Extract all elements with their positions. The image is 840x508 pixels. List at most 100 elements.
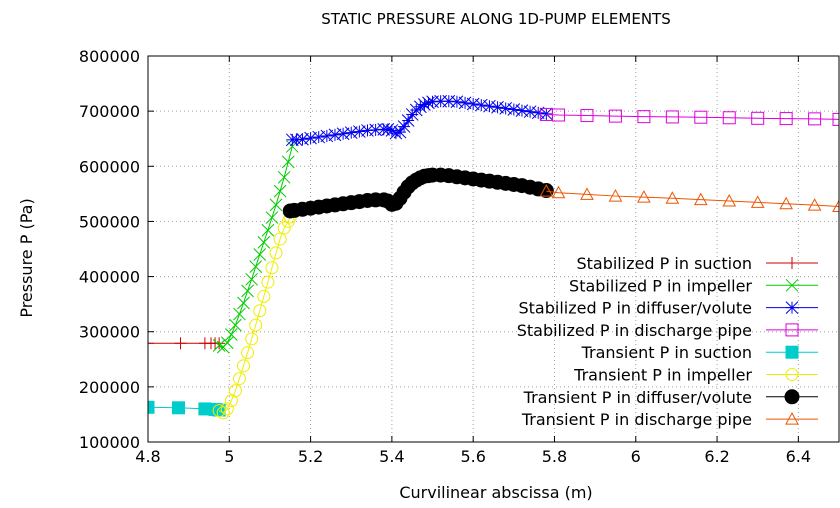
series-layer xyxy=(148,94,839,420)
data-point xyxy=(212,339,226,352)
legend-item: Transient P in diffuser/volute xyxy=(523,388,818,407)
data-point xyxy=(474,98,488,112)
data-point xyxy=(224,328,238,341)
series-2 xyxy=(212,140,299,354)
x-tick-label: 5 xyxy=(224,447,234,466)
data-point xyxy=(491,100,504,114)
data-point xyxy=(779,112,793,126)
legend-item: Transient P in impeller xyxy=(573,366,818,385)
data-point xyxy=(232,372,246,386)
data-point xyxy=(237,296,250,310)
data-point xyxy=(336,127,350,141)
data-point xyxy=(779,196,794,210)
data-point xyxy=(344,126,358,140)
data-point xyxy=(241,284,254,298)
legend-label: Transient P in discharge pipe xyxy=(521,410,752,429)
legend-label: Transient P in suction xyxy=(581,343,752,362)
data-point xyxy=(552,108,566,122)
data-point xyxy=(171,401,185,415)
legend: Stabilized P in suction Stabilized P in i… xyxy=(517,254,818,429)
data-point xyxy=(265,211,279,224)
x-tick-label: 5.6 xyxy=(460,447,485,466)
data-point xyxy=(269,198,283,212)
series-3 xyxy=(285,94,553,147)
data-point xyxy=(539,184,554,197)
data-point xyxy=(253,304,267,318)
data-point xyxy=(148,337,154,350)
data-point xyxy=(257,236,271,249)
y-tick-label: 500000 xyxy=(79,212,140,231)
data-point xyxy=(249,260,263,273)
legend-marker xyxy=(785,301,799,314)
data-point xyxy=(538,183,554,199)
legend-label: Stabilized P in discharge pipe xyxy=(517,321,752,340)
plot-frame xyxy=(147,55,840,443)
data-point xyxy=(832,199,839,213)
data-point xyxy=(241,346,255,360)
data-point xyxy=(220,336,234,350)
legend-label: Stabilized P in suction xyxy=(576,254,752,273)
legend-marker xyxy=(785,323,799,337)
series-line xyxy=(218,216,291,414)
legend-label: Transient P in diffuser/volute xyxy=(523,388,752,407)
data-point xyxy=(401,114,415,127)
y-axis-label: Pressure P (Pa) xyxy=(17,198,36,317)
x-tick-label: 6.4 xyxy=(786,447,811,466)
data-point xyxy=(515,104,529,117)
chart-title: STATIC PRESSURE ALONG 1D-PUMP ELEMENTS xyxy=(321,10,671,28)
data-point xyxy=(665,191,680,204)
legend-marker xyxy=(786,257,798,269)
data-point xyxy=(750,195,765,208)
legend-marker xyxy=(785,412,799,425)
data-point xyxy=(580,109,594,123)
x-tick-label: 5.2 xyxy=(298,447,323,466)
grid-layer xyxy=(148,56,839,442)
data-point xyxy=(523,105,537,119)
legend-label: Stabilized P in impeller xyxy=(569,276,752,295)
series-8 xyxy=(539,184,839,213)
legend-item: Transient P in discharge pipe xyxy=(521,410,818,429)
data-point xyxy=(148,400,155,414)
data-point xyxy=(233,307,246,321)
data-point xyxy=(466,97,480,111)
series-7 xyxy=(282,167,554,219)
legend-marker xyxy=(785,368,799,381)
x-tick-label: 5.4 xyxy=(379,447,404,466)
data-point xyxy=(694,110,708,124)
data-point xyxy=(531,106,545,120)
series-line xyxy=(546,190,839,208)
legend-label: Stabilized P in diffuser/volute xyxy=(519,299,753,318)
data-point xyxy=(290,133,303,147)
y-tick-label: 600000 xyxy=(79,157,140,176)
data-point xyxy=(237,359,251,373)
legend-marker xyxy=(785,345,799,359)
data-point xyxy=(808,112,822,126)
data-point xyxy=(637,190,651,203)
data-point xyxy=(608,109,622,123)
legend-item: Stabilized P in discharge pipe xyxy=(517,321,818,340)
y-tick-label: 700000 xyxy=(79,102,140,121)
x-axis-label: Curvilinear abscissa (m) xyxy=(399,483,592,502)
data-point xyxy=(580,187,594,200)
x-tick-label: 6.2 xyxy=(704,447,729,466)
x-tick-label: 5.8 xyxy=(542,447,567,466)
data-point xyxy=(551,185,566,199)
data-point xyxy=(693,192,708,206)
data-point xyxy=(261,223,275,237)
y-tick-label: 200000 xyxy=(79,378,140,397)
data-point xyxy=(245,272,259,286)
data-point xyxy=(353,125,366,138)
data-point xyxy=(499,102,513,115)
data-point xyxy=(228,384,242,398)
y-tick-label: 400000 xyxy=(79,268,140,287)
data-point xyxy=(665,110,679,124)
data-point xyxy=(269,246,283,260)
series-4 xyxy=(539,107,839,126)
data-point xyxy=(245,332,259,346)
data-point xyxy=(328,128,342,142)
legend-label: Transient P in impeller xyxy=(573,366,752,385)
data-point xyxy=(751,111,765,125)
series-1 xyxy=(148,337,226,350)
